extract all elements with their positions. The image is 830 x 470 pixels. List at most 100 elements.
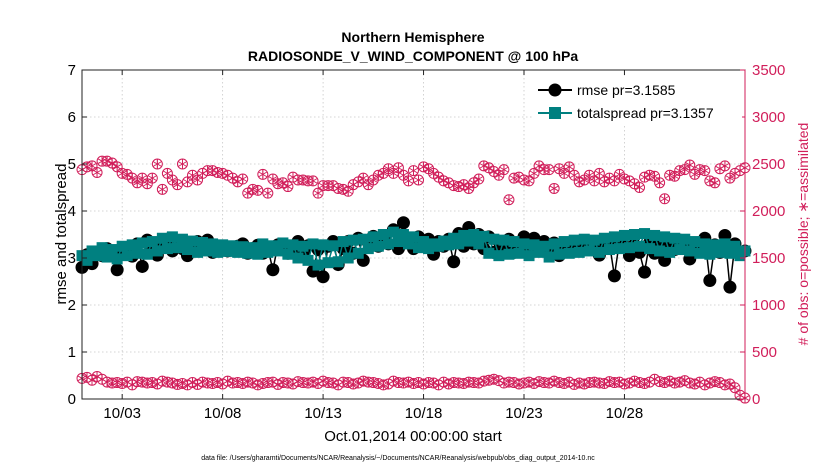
totalspread-point <box>523 250 535 262</box>
totalspread-point <box>237 241 249 253</box>
obs-possible-point <box>543 164 555 176</box>
obs-possible-point <box>408 165 419 177</box>
obs-possible-point <box>252 184 264 196</box>
right-y-tick-label: 1000 <box>752 297 785 314</box>
right-y-tick-label: 500 <box>752 344 777 361</box>
x-tick-label: 10/03 <box>103 405 141 422</box>
totalspread-point <box>649 229 661 241</box>
totalspread-point <box>478 230 490 242</box>
totalspread-point <box>679 233 691 245</box>
totalspread-point <box>413 242 425 254</box>
x-tick-label: 10/28 <box>606 405 644 422</box>
obs-possible-point <box>257 168 269 180</box>
obs-possible-point <box>161 167 173 179</box>
totalspread-point <box>101 251 113 263</box>
totalspread-point <box>257 238 269 250</box>
rmse-point <box>266 263 280 277</box>
totalspread-point <box>202 245 214 257</box>
totalspread-point <box>538 240 550 252</box>
totalspread-point <box>91 250 103 262</box>
obs-possible-point <box>192 174 204 186</box>
totalspread-point <box>443 239 455 251</box>
rmse-point <box>110 263 124 277</box>
x-tick-label: 10/08 <box>204 405 242 422</box>
totalspread-point <box>644 243 656 255</box>
obs-possible-point <box>563 161 575 173</box>
totalspread-point <box>699 238 711 250</box>
totalspread-point <box>81 254 93 266</box>
totalspread-point <box>367 231 379 243</box>
obs-possible-point <box>237 173 249 185</box>
totalspread-point <box>302 254 314 266</box>
totalspread-point <box>603 244 615 256</box>
totalspread-point <box>252 248 264 260</box>
totalspread-point <box>392 236 404 248</box>
rmse-point <box>723 280 737 294</box>
chart-title: Northern Hemisphere <box>341 29 484 45</box>
totalspread-point <box>322 257 334 269</box>
totalspread-point <box>473 238 485 250</box>
data-file-footnote: data file: /Users/gharamti/Documents/NCA… <box>201 455 595 462</box>
totalspread-point <box>217 239 229 251</box>
totalspread-point <box>161 243 173 255</box>
right-y-tick-label: 1500 <box>752 250 785 267</box>
legend-totalspread-label: totalspread pr=3.1357 <box>577 105 714 121</box>
totalspread-point <box>563 247 575 259</box>
totalspread-point <box>212 246 224 258</box>
totalspread-point <box>408 231 419 243</box>
totalspread-point <box>623 242 635 254</box>
obs-possible-point <box>498 164 510 176</box>
obs-assimilated-point <box>729 382 741 394</box>
totalspread-point <box>327 240 339 252</box>
obs-possible-point <box>593 167 605 179</box>
totalspread-point <box>618 229 630 241</box>
totalspread-point <box>141 248 153 260</box>
legend-rmse-label: rmse pr=3.1585 <box>577 82 676 98</box>
totalspread-point <box>453 238 465 250</box>
totalspread-point <box>593 246 605 258</box>
totalspread-point <box>387 226 399 238</box>
totalspread-point <box>553 248 565 260</box>
totalspread-point <box>568 234 580 246</box>
left-y-tick-label: 2 <box>68 297 76 314</box>
obs-possible-point <box>709 177 721 189</box>
obs-possible-point <box>146 172 158 184</box>
totalspread-point <box>528 239 540 251</box>
totalspread-point <box>347 234 359 246</box>
right-y-tick-label: 3000 <box>752 109 785 126</box>
obs-possible-point <box>669 170 681 182</box>
totalspread-point <box>207 238 219 250</box>
totalspread-point <box>377 229 389 240</box>
right-y-tick-label: 3500 <box>752 62 785 79</box>
totalspread-point <box>297 240 309 252</box>
right-y-tick-label: 0 <box>752 391 760 408</box>
x-tick-label: 10/13 <box>304 405 342 422</box>
totalspread-point <box>598 232 610 244</box>
totalspread-point <box>176 233 188 245</box>
rmse-point <box>135 259 149 273</box>
totalspread-point <box>684 245 696 257</box>
totalspread-point <box>227 240 239 252</box>
rmse-point <box>638 265 652 279</box>
totalspread-point <box>613 243 625 255</box>
totalspread-point <box>402 238 414 250</box>
totalspread-point <box>106 244 118 256</box>
obs-possible-point <box>684 159 696 171</box>
totalspread-point <box>493 250 505 262</box>
totalspread-point <box>488 233 500 245</box>
totalspread-point <box>634 240 646 252</box>
totalspread-point <box>362 243 374 255</box>
rmse-point <box>396 216 410 230</box>
totalspread-point <box>664 246 676 258</box>
totalspread-point <box>608 231 620 243</box>
rmse-point <box>607 269 621 283</box>
totalspread-point <box>277 237 289 249</box>
totalspread-point <box>503 248 515 260</box>
totalspread-point <box>448 232 460 244</box>
obs-possible-point <box>719 160 731 172</box>
obs-possible-point <box>262 187 274 199</box>
totalspread-point <box>287 239 299 251</box>
obs-possible-point <box>634 182 646 193</box>
totalspread-point <box>192 246 204 258</box>
totalspread-point <box>543 251 555 263</box>
